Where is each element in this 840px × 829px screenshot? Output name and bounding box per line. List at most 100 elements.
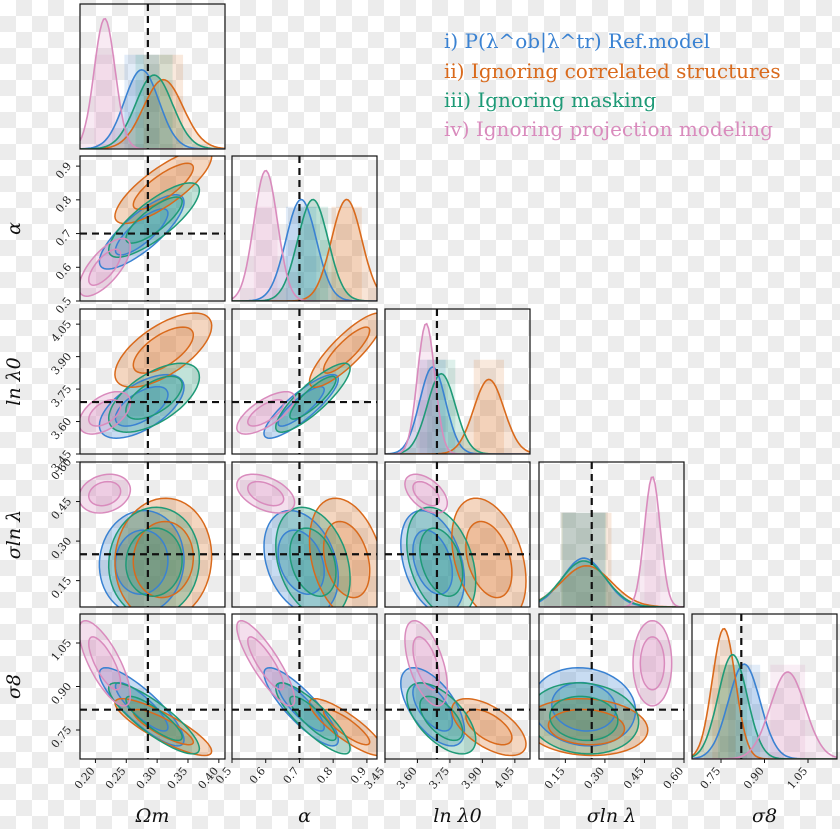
marginal-fill-4 — [232, 170, 377, 301]
contour-line-4-2 — [88, 636, 122, 691]
ytick-label-1-3: 0.8 — [53, 193, 74, 215]
contour-fill-4-2 — [88, 249, 121, 286]
panel-frame-4-3 — [538, 613, 685, 760]
truth-markers — [80, 4, 743, 759]
marginal-curve-3 — [80, 74, 225, 149]
xtick-label-0-2: 0.30 — [134, 765, 160, 792]
contour-fill-1-2 — [115, 682, 168, 731]
xaxis-label-3: σln λ — [587, 805, 636, 827]
contour-line-2-1 — [114, 156, 213, 225]
marginal-fill-1 — [385, 367, 530, 454]
contour-fill-3-1 — [406, 682, 476, 754]
xaxis-label-4: σ8 — [752, 805, 777, 827]
contour-fill-3-2 — [289, 376, 336, 420]
marginal-curve-3 — [692, 653, 837, 759]
xtick-label-1-1: 0.6 — [247, 765, 268, 787]
marginal-band-2 — [143, 54, 184, 149]
contour-line-2-1 — [451, 697, 527, 757]
contour-line-4-1 — [404, 619, 449, 707]
contour-fill-1-1 — [264, 667, 339, 746]
marginal-fill-4 — [385, 323, 530, 454]
contour-fill-4-1 — [236, 474, 295, 513]
panel-lines-4-1 — [236, 619, 377, 757]
contour-line-4-1 — [404, 473, 449, 514]
marginal-fill-1 — [80, 69, 225, 149]
contour-fill-3-1 — [108, 182, 200, 258]
contour-line-2-2 — [132, 520, 195, 599]
panel-fill-4-4 — [692, 628, 837, 759]
contour-fill-2-1 — [451, 698, 526, 756]
ytick-label-4-1: 0.90 — [49, 680, 75, 707]
contour-fill-3-2 — [125, 376, 183, 420]
marginal-curve-4 — [232, 169, 377, 301]
contour-fill-2-1 — [114, 313, 212, 388]
xtick-label-1-2: 0.7 — [281, 765, 302, 787]
contour-line-3-2 — [125, 695, 183, 742]
contour-line-3-1 — [406, 682, 477, 755]
contour-fill-2-2 — [323, 327, 370, 374]
contour-fill-4-2 — [640, 636, 665, 690]
contour-fill-2-1 — [309, 313, 377, 388]
contour-fill-1-1 — [264, 374, 339, 439]
contour-fill-2-2 — [323, 709, 370, 745]
panel-fill-2-2 — [385, 323, 530, 454]
xaxis-label-1: α — [298, 805, 311, 827]
contour-fill-4-1 — [80, 620, 131, 706]
contour-line-2-2 — [132, 708, 195, 746]
contour-fill-3-1 — [108, 363, 200, 433]
contour-line-4-2 — [247, 398, 285, 427]
panel-lines-4-0 — [80, 619, 213, 757]
xtick-label-2-1: 3.60 — [394, 765, 420, 792]
contour-fill-3-2 — [419, 696, 463, 741]
contour-line-2-1 — [114, 697, 213, 757]
contour-fill-2-2 — [465, 521, 512, 598]
contour-line-4-1 — [236, 619, 296, 707]
contour-line-3-1 — [107, 362, 201, 433]
panel-fill-1-0 — [80, 156, 212, 297]
contour-line-4-2 — [87, 398, 122, 427]
marginal-band-1 — [562, 512, 605, 607]
contour-fill-1-2 — [412, 530, 453, 595]
contour-fill-3-2 — [125, 197, 183, 244]
yaxis-label-1: α — [3, 222, 25, 235]
contour-fill-2-1 — [114, 698, 212, 756]
axis-labels: Ωm α ln λ0 σln λ σ8 α ln λ0 σln λ σ8 — [3, 222, 777, 827]
contour-line-3-2 — [549, 695, 619, 742]
xtick-label-3-3: 0.60 — [661, 765, 687, 792]
contour-line-2-1 — [308, 497, 377, 607]
contour-line-2-1 — [308, 697, 377, 757]
legend-entry-3: iii) Ignoring masking — [444, 88, 657, 112]
ytick-label-1-0: 0.5 — [53, 295, 74, 317]
contour-line-2-2 — [465, 520, 513, 599]
panel-frame-3-2 — [384, 461, 531, 608]
contour-line-1-1 — [400, 509, 466, 607]
panel-frame-2-0 — [79, 308, 226, 455]
contour-fill-2-2 — [133, 709, 194, 745]
xtick-label-2-3: 3.90 — [459, 765, 485, 792]
contour-line-3-2 — [125, 527, 183, 597]
xtick-label-3-0: 0.15 — [542, 765, 568, 792]
contour-line-3-1 — [406, 506, 477, 607]
marginal-fill-2 — [80, 79, 225, 149]
contour-line-4-1 — [236, 390, 296, 435]
contour-fill-1-2 — [278, 682, 325, 731]
contour-line-2-1 — [114, 497, 213, 607]
contour-line-1-1 — [263, 373, 340, 439]
marginal-fill-3 — [232, 199, 377, 301]
contour-line-1-2 — [114, 208, 169, 256]
marginal-band-2 — [473, 359, 505, 454]
panel-lines-4-2 — [400, 619, 527, 757]
panel-frame-3-0 — [79, 461, 226, 608]
contour-line-3-1 — [275, 682, 351, 755]
panel-fill-2-1 — [236, 313, 377, 439]
contour-fill-1-1 — [400, 667, 465, 746]
contour-line-4-2 — [88, 248, 122, 286]
marginal-fill-2 — [692, 628, 837, 759]
contour-fill-1-1 — [99, 374, 184, 439]
ytick-label-2-2: 3.75 — [49, 383, 75, 410]
contour-line-4-2 — [87, 480, 122, 507]
contour-line-3-2 — [419, 527, 464, 597]
panel-lines-2-1 — [236, 312, 377, 439]
marginal-band-4 — [94, 54, 116, 149]
panel-lines-0-0 — [80, 17, 225, 149]
